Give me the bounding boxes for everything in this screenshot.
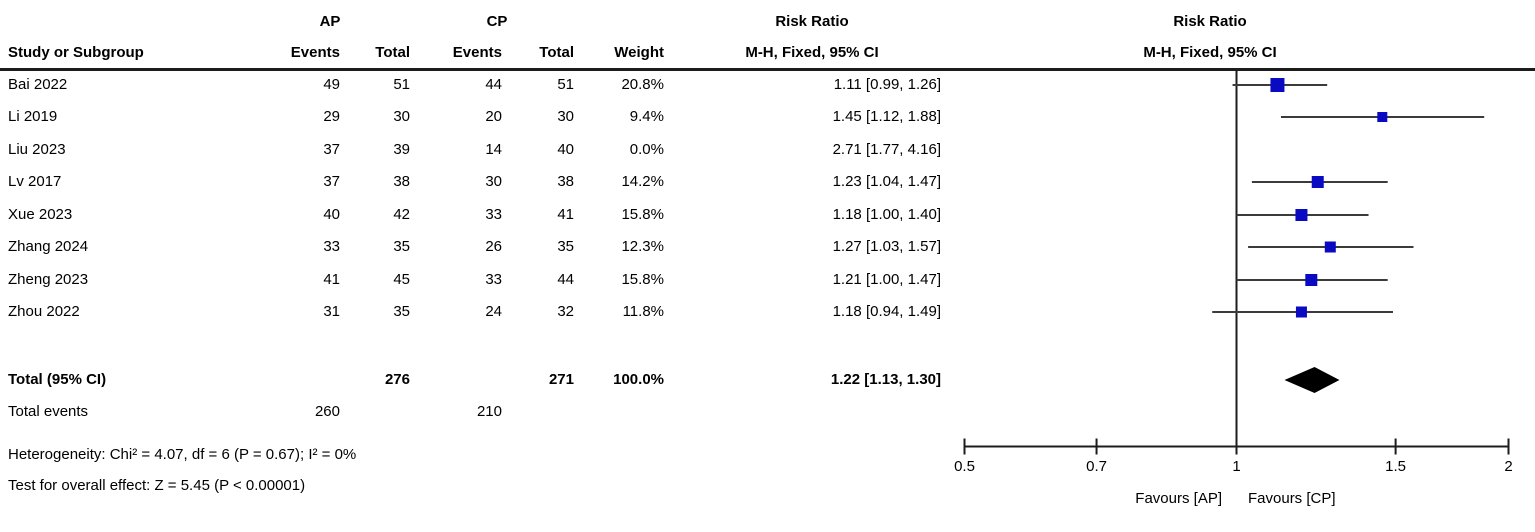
effect-square [1270,78,1285,92]
plot-column-title: Risk Ratio [1173,13,1247,30]
group2-events: 24 [485,303,502,320]
group2-total-header: Total [539,44,574,61]
weight-value: 0.0% [629,141,664,158]
effect-ci-value: 1.11 [0.99, 1.26] [833,76,941,93]
weight-value: 14.2% [621,173,664,190]
group2-header: CP [486,13,508,30]
group1-events: 37 [323,141,340,158]
axis-tick-label: 1 [1232,458,1241,475]
group2-total: 30 [557,108,574,125]
axis-tick-label: 1.5 [1385,458,1407,475]
group1-events: 29 [323,108,340,125]
total-events-label: Total events [8,403,89,420]
total-row-label: Total (95% CI) [8,371,107,388]
group1-total: 51 [393,76,410,93]
group1-header: AP [319,13,341,30]
group1-events: 33 [323,238,340,255]
group1-total-header: Total [375,44,410,61]
group2-total: 51 [557,76,574,93]
effect-square [1311,176,1324,188]
study-label: Liu 2023 [8,141,66,158]
group1-events: 41 [323,271,340,288]
group1-total: 35 [393,303,410,320]
group1-total: 30 [393,108,410,125]
weight-value: 20.8% [621,76,664,93]
heterogeneity-stat: Heterogeneity: Chi² = 4.07, df = 6 (P = … [8,446,357,463]
axis-tick-label: 0.7 [1086,458,1107,475]
group2-events-header: Events [452,44,502,61]
group2-events: 44 [485,76,502,93]
favours-right-label: Favours [CP] [1248,490,1336,507]
study-label: Li 2019 [8,108,58,125]
weight-value: 11.8% [622,303,664,320]
weight-value: 15.8% [621,271,664,288]
study-label: Zheng 2023 [8,271,89,288]
effect-square [1324,241,1336,253]
plot-column-subtitle: M-H, Fixed, 95% CI [1143,44,1277,61]
effect-square [1295,209,1308,221]
header-divider [0,68,1535,71]
group2-total: 40 [557,141,574,158]
weight-value: 9.4% [629,108,664,125]
group1-total: 35 [393,238,410,255]
total-events-group2: 210 [476,403,502,420]
group1-events-header: Events [290,44,340,61]
effect-ci-value: 1.18 [0.94, 1.49] [832,303,941,320]
group2-total: 44 [557,271,574,288]
effect-ci-value: 1.18 [1.00, 1.40] [832,206,941,223]
effect-ci-value: 1.27 [1.03, 1.57] [832,238,941,255]
effect-column-title: Risk Ratio [775,13,849,30]
effect-column-subtitle: M-H, Fixed, 95% CI [745,44,879,61]
group1-events: 37 [323,173,340,190]
study-label: Xue 2023 [8,206,73,223]
effect-ci-value: 1.21 [1.00, 1.47] [832,271,941,288]
group2-events: 33 [485,206,502,223]
group2-total: 32 [557,303,574,320]
group1-events: 40 [323,206,340,223]
pooled-diamond [1284,367,1340,393]
group1-events: 49 [323,76,340,93]
group2-total: 38 [557,173,574,190]
group1-total: 38 [393,173,410,190]
total-weight: 100.0% [613,371,664,388]
effect-ci-value: 2.71 [1.77, 4.16] [832,141,941,158]
effect-ci-value: 1.45 [1.12, 1.88] [832,108,941,125]
group2-events: 14 [485,141,502,158]
study-label: Bai 2022 [8,76,68,93]
weight-value: 12.3% [621,238,664,255]
group1-events: 31 [323,303,340,320]
weight-column-header: Weight [614,44,664,61]
study-label: Zhou 2022 [8,303,80,320]
overall-effect-stat: Test for overall effect: Z = 5.45 (P < 0… [8,477,306,494]
group1-total: 45 [393,271,410,288]
total-events-group1: 260 [314,403,340,420]
group2-events: 26 [485,238,502,255]
effect-ci-value: 1.23 [1.04, 1.47] [832,173,941,190]
study-label: Lv 2017 [8,173,62,190]
total-effect-ci: 1.22 [1.13, 1.30] [830,371,941,388]
effect-square [1305,274,1318,286]
total-group2-n: 271 [548,371,574,388]
group2-total: 35 [557,238,574,255]
group2-events: 30 [485,173,502,190]
weight-value: 15.8% [621,206,664,223]
total-group1-n: 276 [384,371,410,388]
axis-tick-label: 2 [1504,458,1513,475]
study-column-header: Study or Subgroup [8,44,144,61]
group2-events: 33 [485,271,502,288]
group2-total: 41 [557,206,574,223]
group1-total: 42 [393,206,410,223]
study-label: Zhang 2024 [8,238,89,255]
axis-tick-label: 0.5 [954,458,975,475]
group1-total: 39 [393,141,410,158]
favours-left-label: Favours [AP] [1135,490,1222,507]
effect-square [1377,112,1388,122]
effect-square [1295,306,1307,318]
group2-events: 20 [485,108,502,125]
